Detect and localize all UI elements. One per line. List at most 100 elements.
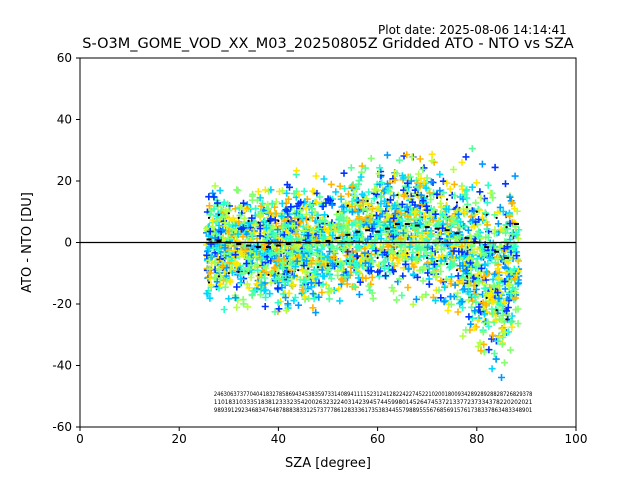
scatter-point xyxy=(487,291,495,299)
scatter-point xyxy=(461,208,469,216)
scatter-point xyxy=(337,213,345,221)
scatter-point xyxy=(397,235,405,243)
scatter-point xyxy=(474,270,482,278)
scatter-point xyxy=(423,206,431,214)
scatter-point xyxy=(504,259,512,267)
scatter-point xyxy=(264,205,272,213)
scatter-point xyxy=(326,248,334,256)
scatter-point xyxy=(436,235,444,243)
scatter-point xyxy=(492,355,500,363)
scatter-point xyxy=(490,350,498,357)
scatter-point xyxy=(243,230,251,238)
series-point xyxy=(396,252,399,255)
scatter-point xyxy=(400,186,408,194)
scatter-point xyxy=(410,233,417,241)
scatter-point xyxy=(256,211,264,219)
scatter-point xyxy=(373,212,380,219)
scatter-point xyxy=(470,222,478,230)
scatter-point xyxy=(345,249,353,257)
scatter-point xyxy=(208,223,216,231)
scatter-point xyxy=(450,260,458,268)
scatter-point xyxy=(505,296,513,304)
scatter-point xyxy=(313,198,321,206)
series-lines xyxy=(206,192,519,321)
scatter-point xyxy=(267,279,275,287)
scatter-point xyxy=(479,213,486,221)
scatter-point xyxy=(423,174,431,182)
scatter-point xyxy=(456,232,464,240)
scatter-point xyxy=(368,273,376,281)
scatter-point xyxy=(211,182,219,190)
scatter-point xyxy=(366,286,374,294)
scatter-point xyxy=(424,243,432,251)
scatter-point xyxy=(447,223,455,231)
scatter-point xyxy=(484,181,492,189)
scatter-point xyxy=(326,257,334,265)
scatter-point xyxy=(261,303,269,310)
scatter-point xyxy=(220,306,228,313)
scatter-point xyxy=(377,192,385,200)
scatter-point xyxy=(302,204,310,212)
scatter-point xyxy=(282,234,290,242)
scatter-point xyxy=(494,337,502,345)
scatter-point xyxy=(311,269,319,277)
scatter-point xyxy=(469,297,477,305)
scatter-point xyxy=(417,246,425,254)
scatter-point xyxy=(232,226,240,234)
y-tick-label: 0 xyxy=(64,236,72,250)
scatter-point xyxy=(292,230,300,238)
scatter-point xyxy=(278,212,286,220)
scatter-point xyxy=(370,220,378,228)
scatter-point xyxy=(317,252,325,260)
scatter-point xyxy=(221,268,229,276)
scatter-point xyxy=(233,283,241,291)
scatter-point xyxy=(309,273,317,281)
scatter-point xyxy=(266,290,274,298)
scatter-point xyxy=(462,267,470,275)
scatter-point xyxy=(275,234,283,242)
scatter-point xyxy=(501,298,509,306)
scatter-point xyxy=(275,249,283,257)
scatter-point xyxy=(346,255,354,263)
scatter-point xyxy=(330,252,338,260)
series-point xyxy=(316,216,320,219)
scatter-point xyxy=(318,289,326,296)
scatter-point xyxy=(375,170,383,178)
scatter-point xyxy=(369,294,377,302)
scatter-point xyxy=(227,265,235,273)
scatter-point xyxy=(261,274,269,282)
scatter-point xyxy=(419,277,427,285)
scatter-point xyxy=(416,182,424,190)
scatter-point xyxy=(437,192,445,200)
y-axis: -60 -40 -20 0 20 40 60 xyxy=(52,51,80,434)
scatter-point xyxy=(382,272,389,280)
scatter-point xyxy=(427,249,435,257)
y-tick-label: 20 xyxy=(57,174,72,188)
scatter-point xyxy=(476,188,484,196)
scatter-point xyxy=(207,281,215,289)
scatter-point xyxy=(219,201,227,209)
scatter-point xyxy=(364,235,372,243)
scatter-point xyxy=(430,269,437,277)
scatter-point xyxy=(261,263,268,271)
scatter-point xyxy=(325,295,333,303)
scatter-point xyxy=(462,153,470,161)
series-point xyxy=(386,198,389,201)
series-point xyxy=(316,266,320,269)
scatter-point xyxy=(406,194,414,202)
x-tick-label: 80 xyxy=(469,432,484,446)
scatter-point xyxy=(456,277,464,285)
scatter-point xyxy=(282,306,290,314)
scatter-point xyxy=(447,300,455,308)
series-point xyxy=(247,219,250,223)
scatter-point xyxy=(283,181,291,189)
scatter-point xyxy=(480,340,488,348)
scatter-point xyxy=(485,346,493,354)
scatter-point xyxy=(380,258,387,266)
scatter-point xyxy=(451,192,459,200)
series-point xyxy=(465,275,468,278)
scatter-point xyxy=(263,224,270,232)
scatter-point xyxy=(483,199,491,207)
scatter-point xyxy=(451,281,459,289)
scatter-point xyxy=(439,211,446,219)
